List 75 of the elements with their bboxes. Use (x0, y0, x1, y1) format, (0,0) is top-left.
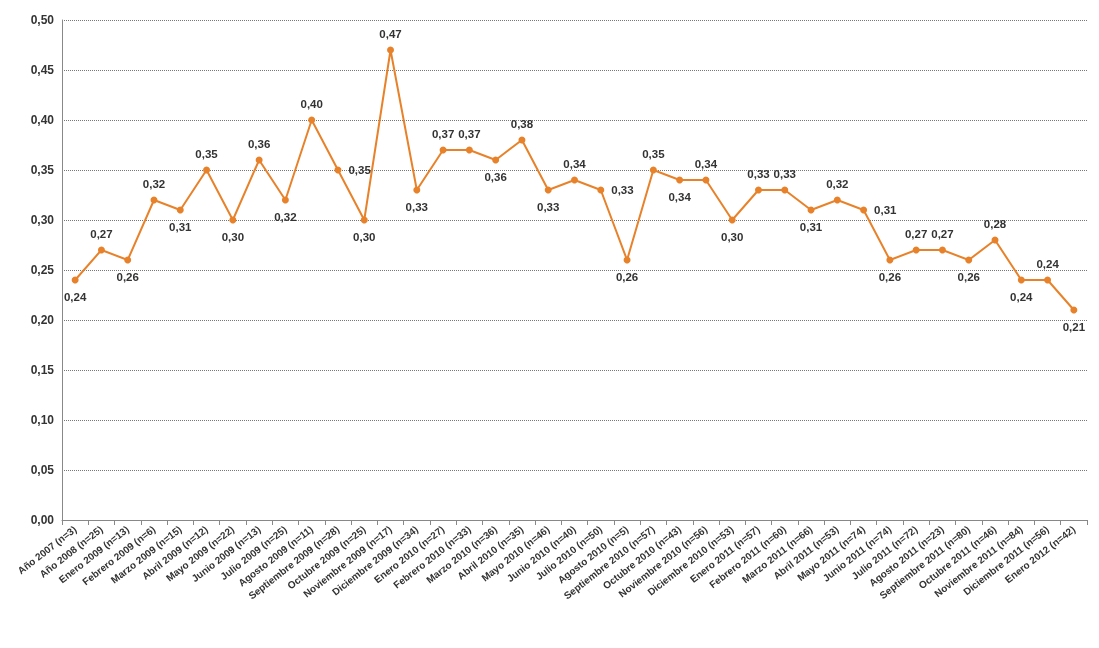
point (492, 156, 500, 164)
y-tick-label: 0,20 (30, 313, 55, 327)
data-label: 0,24 (1036, 257, 1060, 270)
data-label: 0,40 (300, 97, 323, 110)
y-tick-label: 0,50 (30, 13, 55, 27)
point (571, 176, 578, 184)
point (97, 246, 105, 254)
data-label: 0,27 (931, 227, 954, 240)
point (176, 206, 184, 214)
data-label: 0,27 (904, 227, 928, 240)
y-tick-label: 0,30 (30, 213, 55, 227)
data-label: 0,37 (458, 127, 481, 140)
data-label: 0,31 (874, 204, 898, 216)
point (833, 196, 841, 204)
data-label: 0,26 (615, 270, 639, 283)
point (1044, 276, 1052, 284)
data-label: 0,32 (826, 177, 849, 190)
point (754, 186, 762, 194)
point (465, 146, 473, 154)
point (649, 166, 657, 174)
point (544, 186, 552, 194)
data-label: 0,34 (563, 157, 587, 170)
data-label: 0,35 (195, 147, 219, 160)
y-tick-label: 0,10 (30, 413, 55, 427)
data-label: 0,33 (405, 200, 428, 213)
data-label: 0,31 (169, 220, 193, 233)
point (203, 166, 211, 174)
y-tick-label: 0,05 (30, 463, 55, 477)
data-label: 0,26 (878, 270, 902, 283)
data-label: 0,31 (799, 220, 823, 233)
point (728, 216, 736, 224)
data-label: 0,38 (510, 117, 534, 130)
data-label: 0,35 (642, 147, 666, 160)
y-tick-label: 0,35 (30, 163, 55, 177)
data-label: 0,24 (1010, 290, 1034, 303)
point (360, 216, 368, 224)
data-label: 0,33 (537, 200, 560, 213)
data-label: 0,32 (142, 177, 166, 190)
data-label: 0,27 (90, 227, 113, 240)
data-label: 0,33 (611, 184, 634, 196)
data-label: 0,26 (116, 270, 139, 283)
data-label: 0,33 (773, 167, 796, 180)
data-label: 0,36 (247, 137, 271, 150)
data-label: 0,30 (721, 230, 744, 243)
point (308, 116, 316, 124)
data-label: 0,33 (747, 167, 770, 180)
data-label: 0,34 (694, 157, 718, 170)
data-label: 0,36 (484, 170, 507, 183)
data-label: 0,24 (63, 290, 87, 303)
point (124, 256, 132, 264)
point (597, 186, 605, 194)
point (281, 196, 289, 204)
point (860, 206, 868, 214)
y-tick-label: 0,40 (30, 113, 55, 127)
point (387, 46, 395, 54)
y-tick-label: 0,00 (30, 513, 55, 527)
data-label: 0,35 (348, 164, 372, 176)
y-tick-label: 0,45 (30, 63, 55, 77)
data-label: 0,26 (957, 270, 980, 283)
point (413, 186, 421, 194)
point (938, 246, 946, 254)
data-label: 0,30 (353, 230, 376, 243)
data-label: 0,21 (1062, 320, 1086, 333)
point (676, 176, 684, 184)
y-tick-label: 0,15 (30, 363, 55, 377)
data-label: 0,32 (274, 210, 297, 223)
data-label: 0,47 (379, 27, 402, 40)
data-label: 0,37 (431, 127, 455, 140)
y-tick-label: 0,25 (30, 263, 55, 277)
data-label: 0,34 (668, 190, 692, 203)
data-label: 0,28 (983, 217, 1007, 230)
point (781, 186, 789, 194)
point (965, 256, 973, 264)
point (1017, 276, 1025, 284)
data-label: 0,30 (221, 230, 245, 243)
